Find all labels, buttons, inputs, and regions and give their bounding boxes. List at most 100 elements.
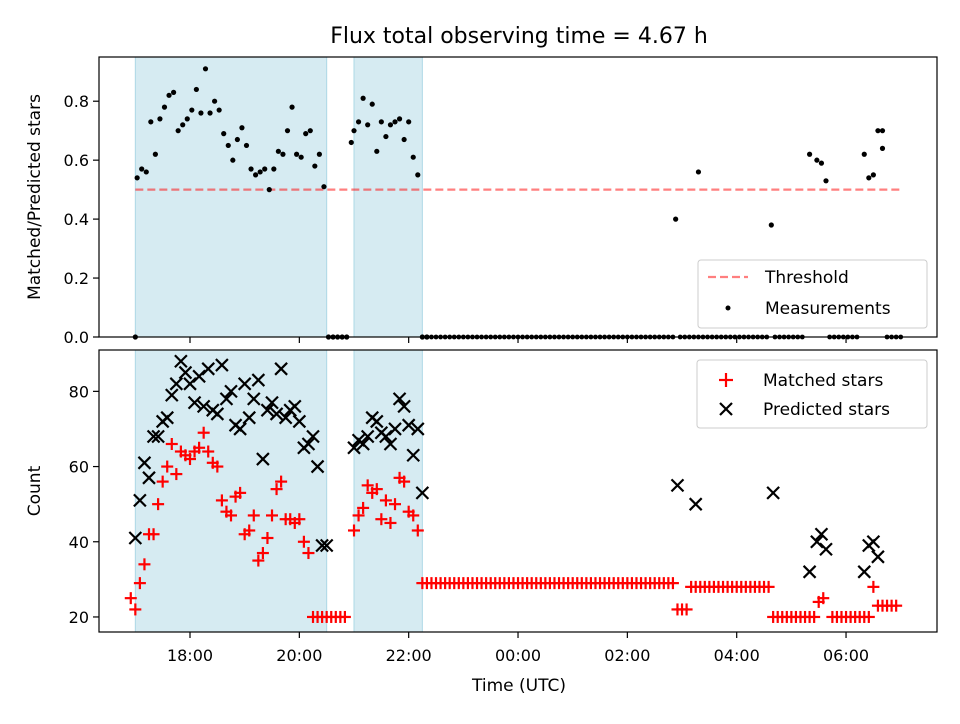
top-legend: Threshold Measurements bbox=[697, 259, 928, 329]
measurement-point bbox=[392, 119, 398, 125]
y-tick-label: 80 bbox=[69, 382, 89, 401]
measurement-point bbox=[189, 107, 195, 113]
measurement-point bbox=[378, 119, 384, 125]
measurement-point bbox=[193, 86, 199, 93]
marker-stroke bbox=[766, 486, 780, 500]
measurement-point bbox=[243, 142, 250, 149]
measurement-point bbox=[170, 89, 177, 95]
measurement-point bbox=[175, 128, 181, 134]
matched-star-point bbox=[152, 498, 165, 511]
marker-stroke bbox=[210, 407, 225, 421]
predicted-star-point bbox=[866, 534, 881, 549]
measurement-point bbox=[271, 166, 277, 172]
matched-star-point bbox=[862, 610, 875, 623]
marker-stroke bbox=[260, 403, 275, 417]
measurement-point bbox=[234, 136, 240, 143]
predicted-star-point bbox=[347, 440, 361, 455]
measurement-point bbox=[275, 148, 281, 154]
predicted-star-point bbox=[128, 531, 143, 545]
x-tick-label: 20:00 bbox=[276, 646, 322, 665]
measurement-point bbox=[184, 116, 190, 122]
measurement-point bbox=[355, 119, 362, 125]
marker-stroke bbox=[137, 456, 152, 470]
measurement-point bbox=[673, 216, 679, 222]
marker-stroke bbox=[169, 377, 184, 391]
matched-star-point bbox=[243, 524, 256, 537]
y-tick-label: 40 bbox=[69, 533, 89, 552]
measurement-point bbox=[875, 128, 881, 134]
marker-stroke bbox=[319, 538, 334, 553]
marker-stroke bbox=[670, 478, 685, 493]
marker-stroke bbox=[142, 471, 156, 485]
matched-star-point bbox=[293, 513, 306, 526]
measurement-point bbox=[861, 151, 867, 157]
predicted-star-point bbox=[224, 384, 238, 399]
matched-star-point bbox=[352, 509, 365, 522]
matched-star-point bbox=[197, 426, 210, 439]
marker-stroke bbox=[265, 395, 279, 410]
matched-star-point bbox=[129, 603, 142, 616]
matched-stars-points bbox=[124, 426, 903, 623]
matched-star-point bbox=[867, 580, 880, 593]
predicted-star-point bbox=[256, 452, 270, 466]
matched-star-point bbox=[302, 547, 315, 560]
predicted-star-point bbox=[242, 410, 257, 425]
matched-star-point bbox=[361, 479, 374, 492]
predicted-star-point bbox=[178, 365, 193, 380]
legend-measurements-swatch bbox=[725, 305, 731, 311]
marker-stroke bbox=[392, 392, 407, 406]
matched-star-point bbox=[808, 610, 821, 623]
marker-stroke bbox=[360, 429, 375, 444]
matched-star-point bbox=[348, 524, 361, 537]
predicted-star-point bbox=[146, 429, 161, 444]
measurement-point bbox=[870, 172, 876, 178]
predicted-star-point bbox=[857, 565, 872, 579]
matched-star-point bbox=[234, 486, 247, 499]
matched-star-point bbox=[270, 483, 283, 496]
measurement-point bbox=[253, 172, 259, 178]
marker-stroke bbox=[866, 534, 881, 549]
marker-stroke bbox=[256, 452, 270, 466]
measurement-point bbox=[166, 92, 172, 98]
predicted-star-point bbox=[219, 392, 234, 406]
top-shaded-intervals bbox=[134, 56, 423, 338]
predicted-star-point bbox=[137, 456, 152, 470]
predicted-star-point bbox=[265, 395, 279, 410]
matched-star-point bbox=[398, 475, 411, 488]
measurement-point bbox=[143, 169, 149, 175]
marker-stroke bbox=[192, 369, 206, 384]
marker-stroke bbox=[178, 365, 193, 380]
measurement-point bbox=[257, 169, 263, 175]
measurement-point bbox=[348, 139, 354, 146]
predicted-star-point bbox=[278, 410, 293, 425]
measurement-point bbox=[768, 222, 774, 228]
predicted-star-point bbox=[810, 534, 824, 549]
predicted-star-point bbox=[142, 471, 156, 485]
predicted-star-point bbox=[169, 377, 184, 391]
marker-stroke bbox=[133, 493, 147, 508]
predicted-star-point bbox=[819, 542, 833, 557]
predicted-star-point bbox=[301, 437, 316, 451]
predicted-star-point bbox=[360, 429, 375, 444]
marker-stroke bbox=[370, 414, 384, 429]
bottom-x-ticks: 18:00 20:00 22:00 00:00 02:00 04:00 06:00 bbox=[167, 632, 869, 665]
measurement-point bbox=[266, 187, 272, 193]
y-tick-label: 0.8 bbox=[64, 92, 89, 111]
marker-stroke bbox=[802, 565, 817, 579]
matched-star-point bbox=[375, 513, 388, 526]
measurement-point bbox=[312, 163, 318, 169]
marker-stroke bbox=[219, 392, 234, 406]
marker-stroke bbox=[269, 407, 284, 421]
measurement-point bbox=[321, 184, 327, 190]
legend-predicted-swatch bbox=[719, 402, 733, 416]
measurement-point bbox=[289, 104, 295, 110]
measurement-point bbox=[415, 172, 421, 178]
marker-stroke bbox=[310, 459, 325, 474]
marker-stroke bbox=[242, 410, 257, 425]
measurement-point bbox=[262, 166, 268, 172]
matched-star-point bbox=[666, 577, 679, 590]
matched-star-point bbox=[215, 494, 228, 507]
predicted-star-point bbox=[192, 369, 206, 384]
measurement-point bbox=[207, 110, 213, 116]
